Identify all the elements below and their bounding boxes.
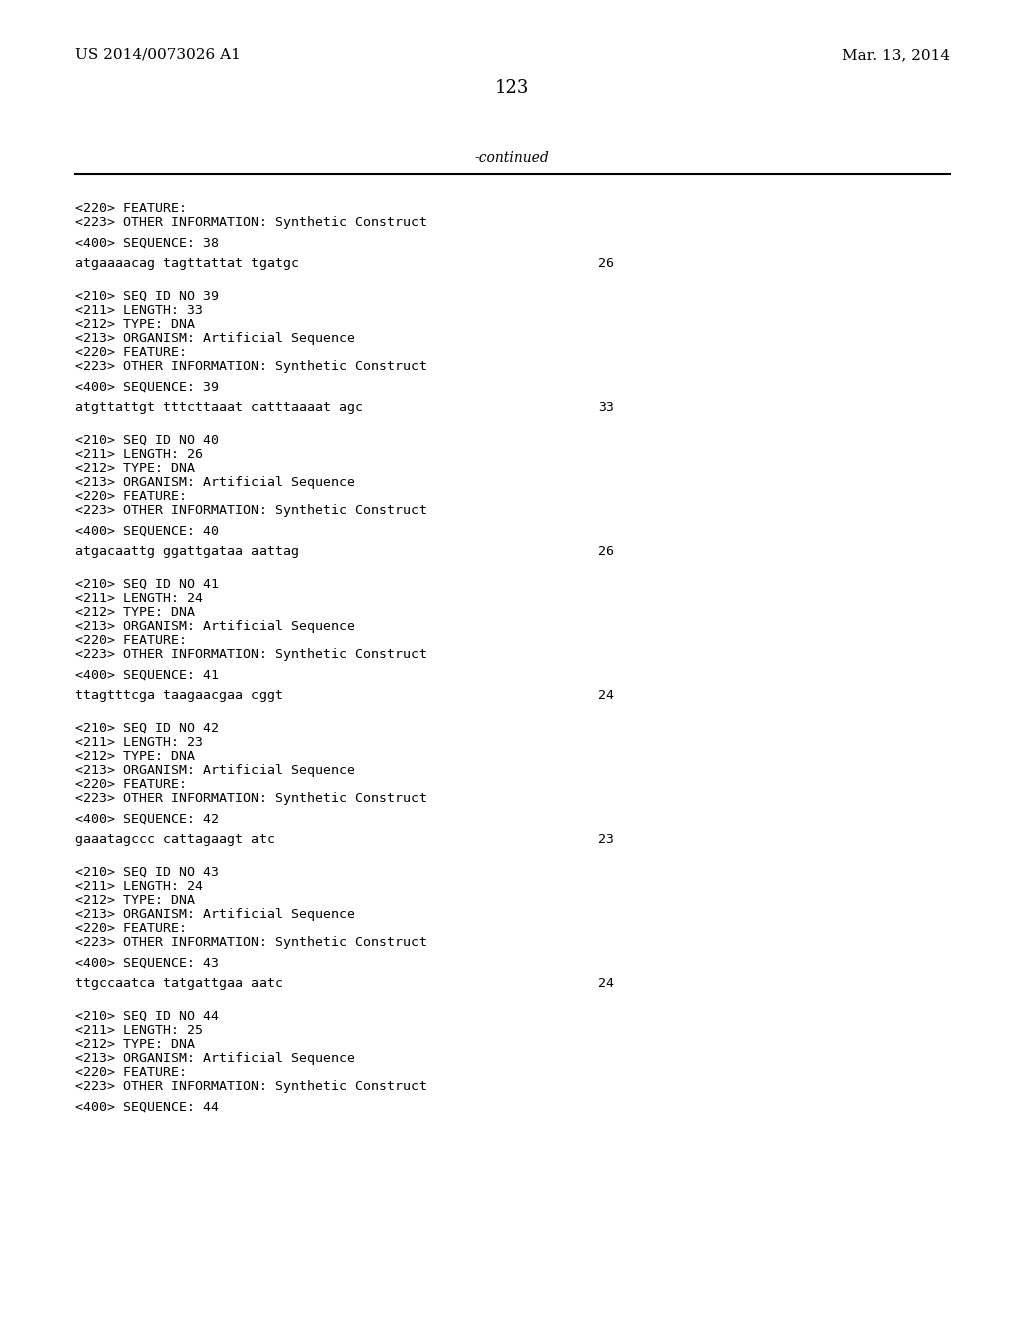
Text: atgaaaacag tagttattat tgatgc: atgaaaacag tagttattat tgatgc [75,257,299,271]
Text: <210> SEQ ID NO 43: <210> SEQ ID NO 43 [75,866,219,879]
Text: 24: 24 [598,689,614,702]
Text: 23: 23 [598,833,614,846]
Text: Mar. 13, 2014: Mar. 13, 2014 [842,48,950,62]
Text: <400> SEQUENCE: 44: <400> SEQUENCE: 44 [75,1101,219,1114]
Text: <211> LENGTH: 24: <211> LENGTH: 24 [75,591,203,605]
Text: <213> ORGANISM: Artificial Sequence: <213> ORGANISM: Artificial Sequence [75,477,355,488]
Text: <212> TYPE: DNA: <212> TYPE: DNA [75,750,195,763]
Text: 33: 33 [598,401,614,414]
Text: <211> LENGTH: 23: <211> LENGTH: 23 [75,737,203,748]
Text: <213> ORGANISM: Artificial Sequence: <213> ORGANISM: Artificial Sequence [75,764,355,777]
Text: <220> FEATURE:: <220> FEATURE: [75,346,187,359]
Text: ttgccaatca tatgattgaa aatc: ttgccaatca tatgattgaa aatc [75,977,283,990]
Text: <223> OTHER INFORMATION: Synthetic Construct: <223> OTHER INFORMATION: Synthetic Const… [75,216,427,228]
Text: <223> OTHER INFORMATION: Synthetic Construct: <223> OTHER INFORMATION: Synthetic Const… [75,504,427,517]
Text: <220> FEATURE:: <220> FEATURE: [75,1067,187,1078]
Text: <211> LENGTH: 33: <211> LENGTH: 33 [75,304,203,317]
Text: <400> SEQUENCE: 41: <400> SEQUENCE: 41 [75,669,219,682]
Text: <210> SEQ ID NO 39: <210> SEQ ID NO 39 [75,290,219,304]
Text: <210> SEQ ID NO 42: <210> SEQ ID NO 42 [75,722,219,735]
Text: <213> ORGANISM: Artificial Sequence: <213> ORGANISM: Artificial Sequence [75,1052,355,1065]
Text: <213> ORGANISM: Artificial Sequence: <213> ORGANISM: Artificial Sequence [75,620,355,634]
Text: <400> SEQUENCE: 38: <400> SEQUENCE: 38 [75,238,219,249]
Text: atgacaattg ggattgataa aattag: atgacaattg ggattgataa aattag [75,545,299,558]
Text: <400> SEQUENCE: 40: <400> SEQUENCE: 40 [75,525,219,539]
Text: <220> FEATURE:: <220> FEATURE: [75,634,187,647]
Text: <213> ORGANISM: Artificial Sequence: <213> ORGANISM: Artificial Sequence [75,908,355,921]
Text: <211> LENGTH: 26: <211> LENGTH: 26 [75,447,203,461]
Text: <400> SEQUENCE: 39: <400> SEQUENCE: 39 [75,381,219,393]
Text: <212> TYPE: DNA: <212> TYPE: DNA [75,606,195,619]
Text: <210> SEQ ID NO 41: <210> SEQ ID NO 41 [75,578,219,591]
Text: <223> OTHER INFORMATION: Synthetic Construct: <223> OTHER INFORMATION: Synthetic Const… [75,1080,427,1093]
Text: <223> OTHER INFORMATION: Synthetic Construct: <223> OTHER INFORMATION: Synthetic Const… [75,936,427,949]
Text: 26: 26 [598,257,614,271]
Text: -continued: -continued [475,150,549,165]
Text: <211> LENGTH: 24: <211> LENGTH: 24 [75,880,203,894]
Text: <400> SEQUENCE: 42: <400> SEQUENCE: 42 [75,813,219,826]
Text: <220> FEATURE:: <220> FEATURE: [75,921,187,935]
Text: <212> TYPE: DNA: <212> TYPE: DNA [75,318,195,331]
Text: <223> OTHER INFORMATION: Synthetic Construct: <223> OTHER INFORMATION: Synthetic Const… [75,360,427,374]
Text: US 2014/0073026 A1: US 2014/0073026 A1 [75,48,241,62]
Text: <212> TYPE: DNA: <212> TYPE: DNA [75,462,195,475]
Text: <400> SEQUENCE: 43: <400> SEQUENCE: 43 [75,957,219,970]
Text: 24: 24 [598,977,614,990]
Text: <213> ORGANISM: Artificial Sequence: <213> ORGANISM: Artificial Sequence [75,333,355,345]
Text: <220> FEATURE:: <220> FEATURE: [75,490,187,503]
Text: <211> LENGTH: 25: <211> LENGTH: 25 [75,1024,203,1038]
Text: <220> FEATURE:: <220> FEATURE: [75,202,187,215]
Text: <223> OTHER INFORMATION: Synthetic Construct: <223> OTHER INFORMATION: Synthetic Const… [75,648,427,661]
Text: ttagtttcga taagaacgaa cggt: ttagtttcga taagaacgaa cggt [75,689,283,702]
Text: <210> SEQ ID NO 40: <210> SEQ ID NO 40 [75,434,219,447]
Text: <212> TYPE: DNA: <212> TYPE: DNA [75,894,195,907]
Text: <210> SEQ ID NO 44: <210> SEQ ID NO 44 [75,1010,219,1023]
Text: <212> TYPE: DNA: <212> TYPE: DNA [75,1038,195,1051]
Text: 26: 26 [598,545,614,558]
Text: <223> OTHER INFORMATION: Synthetic Construct: <223> OTHER INFORMATION: Synthetic Const… [75,792,427,805]
Text: gaaatagccc cattagaagt atc: gaaatagccc cattagaagt atc [75,833,275,846]
Text: atgttattgt tttcttaaat catttaaaat agc: atgttattgt tttcttaaat catttaaaat agc [75,401,362,414]
Text: 123: 123 [495,79,529,96]
Text: <220> FEATURE:: <220> FEATURE: [75,777,187,791]
